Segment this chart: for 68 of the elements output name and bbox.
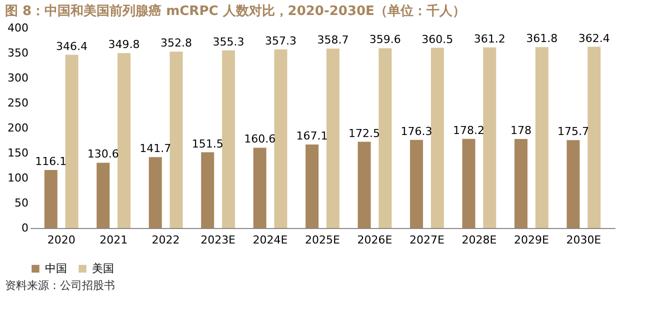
chart-title: 图 8：中国和美国前列腺癌 mCRPC 人数对比，2020-2030E（单位：千人） (5, 3, 466, 19)
bar (358, 142, 371, 228)
bar (201, 152, 214, 228)
x-tick-label: 2026E (357, 234, 392, 246)
bar (148, 157, 162, 228)
bar (410, 140, 424, 228)
data-label: 176.3 (400, 124, 432, 138)
data-label: 361.8 (526, 32, 558, 46)
bar (535, 47, 548, 228)
text: 资料来源：公司招股书 (5, 279, 115, 292)
bar (483, 47, 496, 228)
data-label: 167.1 (296, 129, 328, 142)
bar (306, 144, 319, 228)
data-label: 141.7 (140, 142, 172, 156)
x-tick-label: 2025E (305, 234, 340, 246)
data-label: 175.7 (557, 125, 589, 138)
y-tick-label: 150 (8, 146, 28, 160)
data-label: 160.6 (244, 132, 276, 146)
bar (222, 50, 235, 228)
bar (253, 148, 266, 228)
x-tick-label: 2022 (152, 234, 180, 246)
y-tick-label: 0 (22, 222, 28, 234)
data-label: 357.3 (264, 34, 296, 48)
data-label: 361.2 (474, 32, 506, 46)
x-tick-label: 2027E (409, 234, 444, 246)
data-label: 362.4 (578, 32, 610, 45)
data-label: 116.1 (35, 154, 67, 168)
y-tick-label: 300 (8, 72, 28, 84)
data-label: 178.2 (453, 124, 484, 137)
y-tick-label: 100 (8, 172, 28, 184)
x-tick-label: 2024E (252, 234, 288, 246)
data-label: 172.5 (348, 126, 380, 140)
x-tick-label: 2028E (462, 234, 497, 246)
data-label: 130.6 (87, 148, 119, 161)
legend-label: 中国 (45, 262, 67, 275)
bar (326, 48, 340, 228)
bar (44, 170, 58, 228)
bar (96, 162, 110, 228)
bar (514, 139, 528, 228)
y-tick-label: 250 (8, 96, 28, 110)
bar (430, 48, 444, 228)
bar (274, 49, 288, 228)
bar (378, 48, 392, 228)
data-label: 352.8 (160, 36, 192, 50)
data-label: 360.5 (422, 32, 454, 46)
data-label: 358.7 (317, 34, 349, 47)
bar (65, 54, 78, 228)
bar (170, 52, 183, 228)
data-label: 151.5 (192, 137, 224, 150)
data-label: 178 (510, 124, 532, 137)
y-tick-label: 350 (8, 46, 28, 60)
data-label: 359.6 (369, 33, 401, 46)
y-tick-label: 50 (14, 196, 28, 210)
bar (118, 53, 131, 228)
data-label: 349.8 (108, 38, 140, 52)
bar (588, 46, 601, 228)
legend-label: 美国 (92, 262, 114, 275)
data-label: 346.4 (56, 40, 88, 53)
data-label: 355.3 (212, 35, 244, 48)
x-tick-label: 2020 (47, 234, 76, 246)
x-tick-label: 2029E (514, 234, 549, 246)
y-tick-label: 400 (8, 22, 28, 34)
x-tick-label: 2030E (566, 234, 602, 246)
x-tick-label: 2023E (200, 234, 236, 246)
x-tick-label: 2021 (100, 234, 128, 246)
bar (566, 140, 580, 228)
bar (462, 138, 476, 228)
y-tick-label: 200 (8, 122, 28, 134)
